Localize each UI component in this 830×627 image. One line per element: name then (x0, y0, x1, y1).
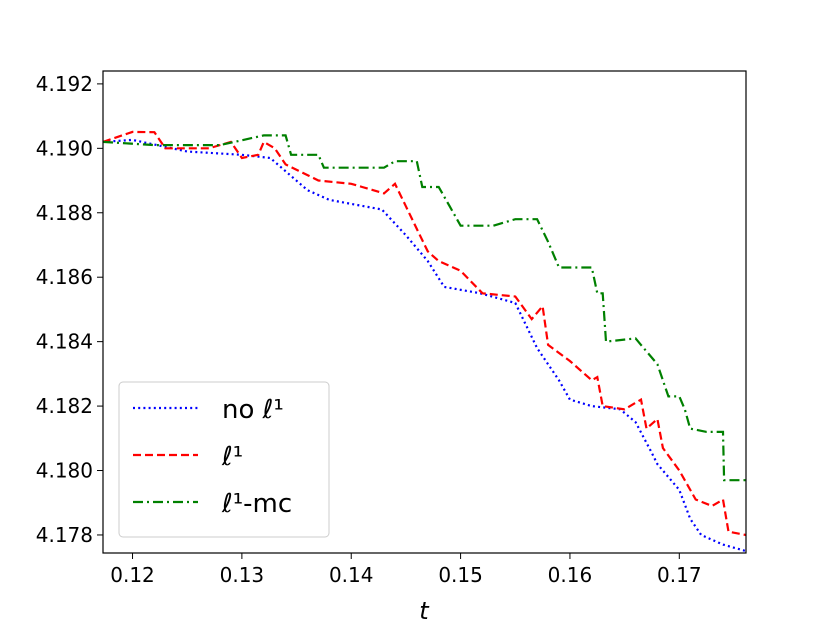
series-line-2 (102, 134, 746, 482)
x-tick-label: 0.12 (110, 563, 155, 587)
y-tick-label: 4.182 (36, 394, 93, 418)
series-layer (102, 130, 747, 553)
legend: no ℓ¹ ℓ¹ ℓ¹-mc (118, 381, 330, 538)
y-tick-label: 4.192 (36, 72, 93, 96)
x-tick-label: 0.15 (438, 563, 483, 587)
y-tick-label: 4.188 (36, 201, 93, 225)
y-tick-label: 4.190 (36, 136, 93, 160)
series-line-1 (102, 130, 747, 537)
x-tick-label: 0.13 (220, 563, 265, 587)
legend-label-2: ℓ¹-mc (221, 489, 292, 519)
legend-label-1: ℓ¹ (221, 442, 243, 472)
y-tick-label: 4.178 (36, 523, 93, 547)
legend-box (118, 381, 330, 538)
y-tick-label: 4.186 (36, 265, 93, 289)
y-tick-label: 4.184 (36, 330, 93, 354)
plot-frame (102, 70, 747, 554)
x-tick-label: 0.17 (657, 563, 702, 587)
y-tick-label: 4.180 (36, 459, 93, 483)
x-axis-label: t (419, 597, 430, 623)
axes-layer: 0.12 0.13 0.14 0.15 0.16 0.17 4.178 4.180 4.182 4… (36, 72, 702, 587)
x-tick-label: 0.14 (329, 563, 374, 587)
legend-label-0: no ℓ¹ (222, 395, 284, 425)
x-tick-label: 0.16 (548, 563, 593, 587)
series-line-0 (102, 138, 747, 553)
